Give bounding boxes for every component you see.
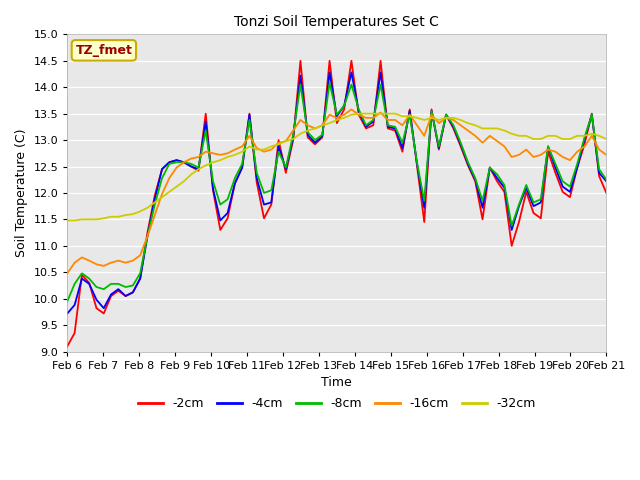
-8cm <box>493 171 501 177</box>
-4cm <box>63 311 71 316</box>
-4cm <box>493 175 501 181</box>
-4cm <box>515 203 523 209</box>
-32cm <box>493 126 501 132</box>
-2cm <box>500 189 508 195</box>
-4cm <box>552 165 559 170</box>
-4cm <box>107 291 115 297</box>
Y-axis label: Soil Temperature (C): Soil Temperature (C) <box>15 129 28 257</box>
X-axis label: Time: Time <box>321 376 352 389</box>
-2cm <box>296 58 304 64</box>
-32cm <box>479 126 486 132</box>
-4cm <box>479 205 486 211</box>
-32cm <box>107 214 115 220</box>
Text: TZ_fmet: TZ_fmet <box>76 44 132 57</box>
-2cm <box>602 190 610 196</box>
-16cm <box>493 138 501 144</box>
-32cm <box>515 133 523 139</box>
-4cm <box>326 70 333 75</box>
Line: -4cm: -4cm <box>67 72 606 313</box>
-16cm <box>515 152 523 158</box>
-2cm <box>107 293 115 299</box>
-2cm <box>493 179 501 184</box>
-2cm <box>515 219 523 225</box>
-32cm <box>355 111 362 117</box>
-8cm <box>602 177 610 182</box>
-4cm <box>500 185 508 191</box>
-32cm <box>63 217 71 223</box>
Line: -2cm: -2cm <box>67 61 606 346</box>
-8cm <box>500 182 508 188</box>
Line: -8cm: -8cm <box>67 83 606 301</box>
Line: -16cm: -16cm <box>67 109 606 273</box>
-16cm <box>552 149 559 155</box>
Title: Tonzi Soil Temperatures Set C: Tonzi Soil Temperatures Set C <box>234 15 439 29</box>
Legend: -2cm, -4cm, -8cm, -16cm, -32cm: -2cm, -4cm, -8cm, -16cm, -32cm <box>132 392 541 415</box>
-8cm <box>479 198 486 204</box>
-8cm <box>326 80 333 86</box>
-16cm <box>63 270 71 276</box>
-2cm <box>552 170 559 176</box>
-32cm <box>500 128 508 133</box>
-8cm <box>515 202 523 207</box>
-8cm <box>107 281 115 287</box>
-16cm <box>500 144 508 149</box>
-2cm <box>479 216 486 222</box>
-16cm <box>107 260 115 265</box>
-32cm <box>552 133 559 139</box>
-8cm <box>552 161 559 167</box>
-16cm <box>479 140 486 145</box>
-4cm <box>602 179 610 184</box>
-32cm <box>602 136 610 142</box>
-8cm <box>63 299 71 304</box>
-16cm <box>602 152 610 158</box>
-16cm <box>348 107 355 112</box>
Line: -32cm: -32cm <box>67 114 606 220</box>
-2cm <box>63 343 71 349</box>
